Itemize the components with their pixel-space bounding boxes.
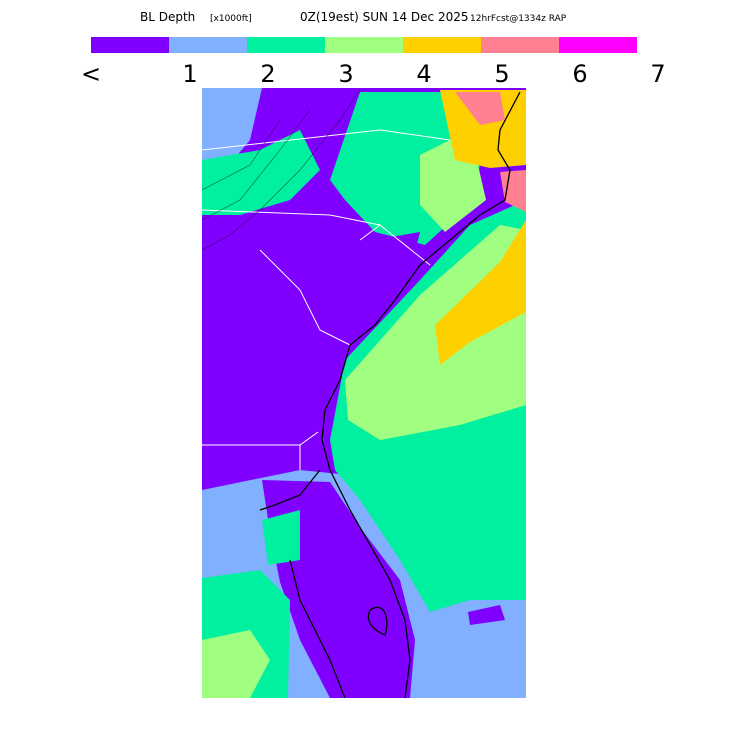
legend-label: < bbox=[81, 60, 101, 88]
region bbox=[262, 510, 300, 565]
legend-swatch bbox=[247, 37, 325, 53]
region bbox=[202, 630, 270, 698]
legend-label: 3 bbox=[338, 60, 353, 88]
title-time: 0Z(19est) SUN 14 Dec 2025 bbox=[300, 10, 469, 24]
region bbox=[345, 232, 420, 302]
legend-swatch bbox=[91, 37, 169, 53]
map-field bbox=[202, 88, 526, 698]
legend-label: 5 bbox=[494, 60, 509, 88]
title-units: [x1000ft] bbox=[210, 14, 252, 24]
region bbox=[468, 605, 505, 625]
legend-label: 1 bbox=[182, 60, 197, 88]
region bbox=[202, 130, 320, 215]
legend-swatch bbox=[481, 37, 559, 53]
title-forecast: 12hrFcst@1334z RAP bbox=[470, 14, 567, 24]
title-field: BL Depth bbox=[140, 10, 195, 24]
legend-swatch bbox=[559, 37, 637, 53]
legend-label: 6 bbox=[572, 60, 587, 88]
legend-swatch bbox=[325, 37, 403, 53]
legend-swatch bbox=[169, 37, 247, 53]
region bbox=[345, 225, 526, 440]
region bbox=[440, 90, 526, 168]
region bbox=[455, 92, 505, 125]
coastline bbox=[259, 469, 346, 698]
region bbox=[262, 480, 415, 698]
legend-label: 4 bbox=[416, 60, 431, 88]
region bbox=[400, 470, 480, 550]
coastline bbox=[321, 91, 521, 698]
legend-label: 7 bbox=[650, 60, 665, 88]
color-legend: <1 2 3 4 5 6 7 bbox=[81, 37, 666, 88]
legend-label: 2 bbox=[260, 60, 275, 88]
map bbox=[202, 88, 526, 698]
state-borders bbox=[202, 129, 451, 470]
lake bbox=[367, 606, 388, 636]
legend-swatch bbox=[403, 37, 481, 53]
contour bbox=[202, 89, 361, 251]
region bbox=[500, 170, 526, 212]
region bbox=[435, 220, 526, 365]
